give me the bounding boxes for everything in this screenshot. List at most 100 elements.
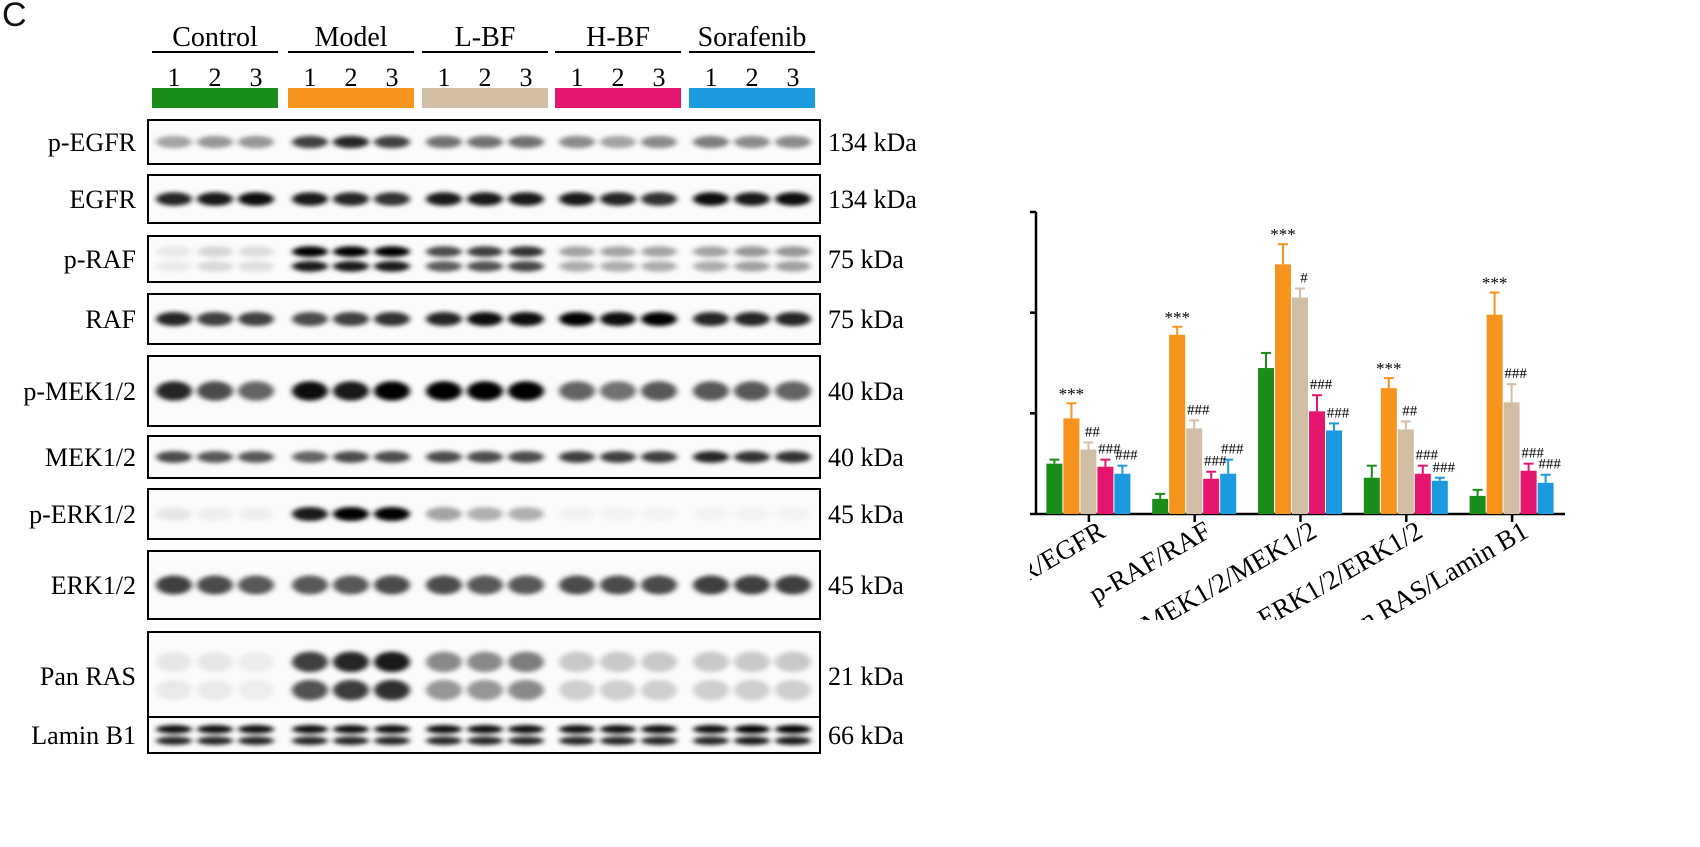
blot-band <box>156 725 192 734</box>
bar <box>1063 418 1080 514</box>
blot-band <box>156 135 192 149</box>
blot-band <box>775 312 811 326</box>
blot-band <box>374 651 410 673</box>
significance-mark: ### <box>1204 454 1227 470</box>
blot-band <box>641 192 677 206</box>
blot-band <box>292 575 328 595</box>
bar <box>1486 314 1503 514</box>
blot-band <box>693 246 729 258</box>
lane-number: 3 <box>250 63 263 92</box>
blot-band <box>197 246 233 258</box>
blot-band <box>333 507 369 521</box>
blot-band <box>467 135 503 149</box>
kda-label: 21 kDa <box>828 662 904 691</box>
blot-band <box>467 651 503 673</box>
blot-band <box>292 192 328 206</box>
blot-band <box>156 736 192 745</box>
blot-band <box>641 575 677 595</box>
blot-band <box>600 679 636 701</box>
blot-band <box>374 575 410 595</box>
blot-band <box>156 246 192 258</box>
significance-mark: ### <box>1433 460 1456 476</box>
blot-band <box>508 381 544 401</box>
protein-label: p-RAF <box>64 245 136 274</box>
significance-mark: ### <box>1187 402 1210 418</box>
blot-band <box>238 651 274 673</box>
blot-band <box>156 312 192 326</box>
blot-band <box>197 575 233 595</box>
blot-band <box>197 260 233 272</box>
bar <box>1114 473 1131 514</box>
blot-band <box>641 736 677 745</box>
blot-band <box>238 575 274 595</box>
kda-label: 75 kDa <box>828 305 904 334</box>
blot-band <box>374 135 410 149</box>
band-group <box>156 135 811 149</box>
band-group <box>156 312 811 326</box>
blot-band <box>734 736 770 745</box>
lane-number: 1 <box>571 63 584 92</box>
blot-band <box>600 507 636 521</box>
blot-band <box>197 451 233 463</box>
significance-mark: ## <box>1085 425 1101 441</box>
blot-band <box>156 192 192 206</box>
blot-band <box>156 451 192 463</box>
blot-band <box>734 575 770 595</box>
protein-label: p-MEK1/2 <box>23 377 136 406</box>
blot-band <box>238 192 274 206</box>
bar <box>1169 334 1186 514</box>
blot-band <box>197 651 233 673</box>
blot-band <box>734 135 770 149</box>
blot-band <box>508 312 544 326</box>
bar <box>1363 477 1380 514</box>
blot-band <box>600 651 636 673</box>
blot-band <box>426 451 462 463</box>
blot-band <box>156 575 192 595</box>
blot-row: p-EGFR 134 kDa <box>48 119 917 165</box>
blot-band <box>693 575 729 595</box>
lane-number: 2 <box>612 63 625 92</box>
band-group <box>156 381 811 401</box>
blot-band <box>600 451 636 463</box>
blot-band <box>426 312 462 326</box>
lane-number: 1 <box>304 63 317 92</box>
blot-frame <box>147 631 821 721</box>
bar <box>1203 478 1220 514</box>
blot-row: RAF 75 kDa <box>85 293 904 345</box>
blot-band <box>559 192 595 206</box>
blot-band <box>775 507 811 521</box>
blot-band <box>238 312 274 326</box>
blot-band <box>426 135 462 149</box>
blot-band <box>238 246 274 258</box>
blot-band <box>292 725 328 734</box>
blot-band <box>600 260 636 272</box>
significance-mark: *** <box>1376 359 1402 378</box>
protein-label: p-EGFR <box>48 128 137 157</box>
blot-band <box>292 135 328 149</box>
blot-band <box>559 135 595 149</box>
group-color-bar <box>152 88 278 108</box>
bar <box>1097 466 1114 514</box>
blot-band <box>600 312 636 326</box>
blot-band <box>641 679 677 701</box>
blot-row: Pan RAS 21 kDa <box>40 631 904 721</box>
blot-band <box>197 725 233 734</box>
blot-band <box>734 192 770 206</box>
band-group <box>156 575 811 595</box>
blot-band <box>508 192 544 206</box>
blot-row: p-RAF 75 kDa <box>64 235 904 283</box>
group-label: Model <box>314 22 387 53</box>
blot-band <box>559 575 595 595</box>
blot-band <box>693 260 729 272</box>
blot-band <box>467 246 503 258</box>
band-group <box>156 725 811 745</box>
band-group <box>156 507 811 521</box>
blot-band <box>641 451 677 463</box>
kda-label: 134 kDa <box>828 128 917 157</box>
blot-band <box>775 192 811 206</box>
bar <box>1275 264 1291 514</box>
significance-mark: # <box>1300 271 1308 287</box>
blot-band <box>467 260 503 272</box>
blot-band <box>693 135 729 149</box>
blot-band <box>467 679 503 701</box>
